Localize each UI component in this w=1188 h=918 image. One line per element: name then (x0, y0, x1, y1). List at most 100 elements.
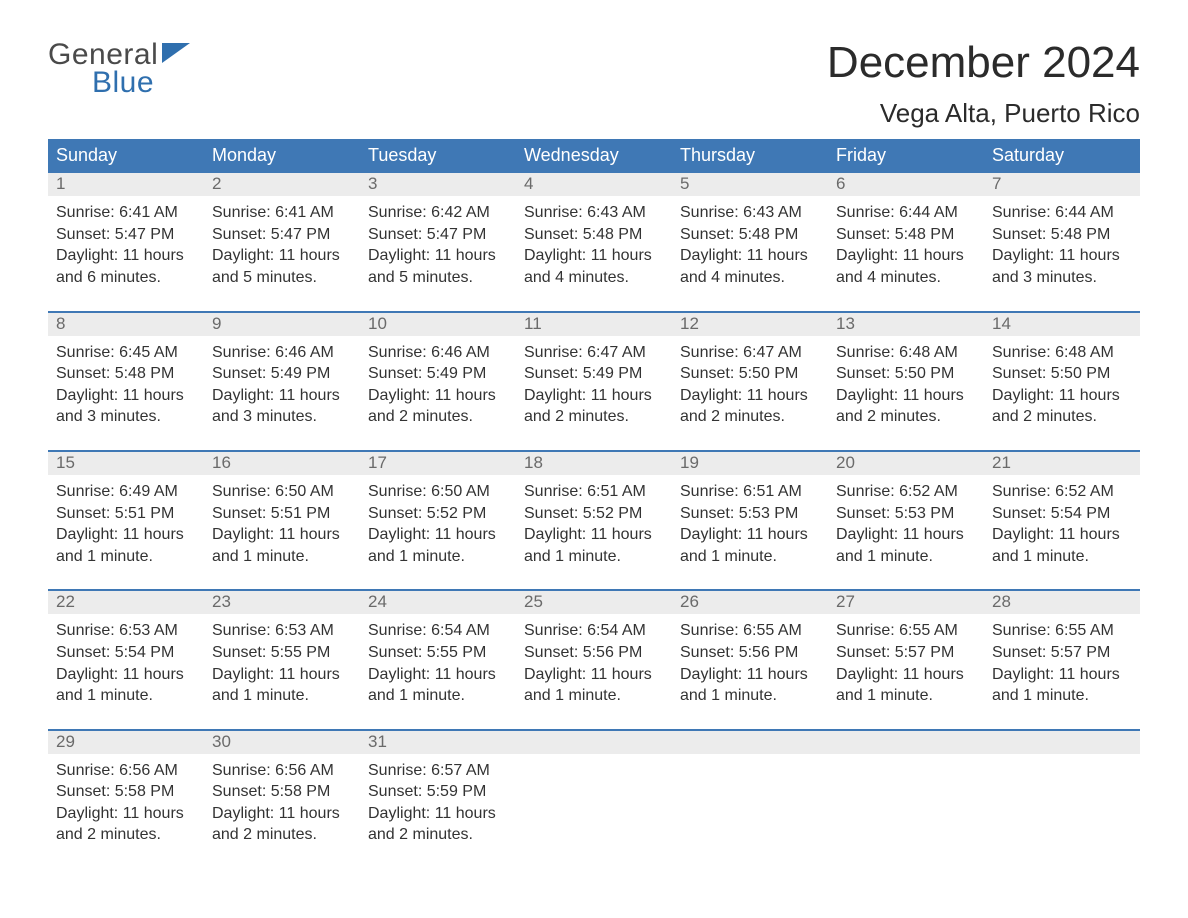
daylight-line2: and 5 minutes. (368, 267, 508, 289)
week-body-row: Sunrise: 6:56 AMSunset: 5:58 PMDaylight:… (48, 754, 1140, 854)
daylight-line2: and 2 minutes. (836, 406, 976, 428)
daylight-line2: and 2 minutes. (524, 406, 664, 428)
day-cell: Sunrise: 6:41 AMSunset: 5:47 PMDaylight:… (48, 196, 204, 296)
sunset-text: Sunset: 5:48 PM (836, 224, 976, 246)
day-number: 31 (360, 731, 516, 754)
day-cell: Sunrise: 6:46 AMSunset: 5:49 PMDaylight:… (204, 336, 360, 436)
day-cell: Sunrise: 6:52 AMSunset: 5:53 PMDaylight:… (828, 475, 984, 575)
day-cell: Sunrise: 6:56 AMSunset: 5:58 PMDaylight:… (48, 754, 204, 854)
day-cell: Sunrise: 6:41 AMSunset: 5:47 PMDaylight:… (204, 196, 360, 296)
day-cell: Sunrise: 6:43 AMSunset: 5:48 PMDaylight:… (516, 196, 672, 296)
location-label: Vega Alta, Puerto Rico (827, 98, 1140, 129)
sunset-text: Sunset: 5:53 PM (836, 503, 976, 525)
daylight-line1: Daylight: 11 hours (56, 245, 196, 267)
sunset-text: Sunset: 5:57 PM (836, 642, 976, 664)
day-cell: Sunrise: 6:44 AMSunset: 5:48 PMDaylight:… (828, 196, 984, 296)
sunrise-text: Sunrise: 6:57 AM (368, 760, 508, 782)
day-cell: Sunrise: 6:51 AMSunset: 5:52 PMDaylight:… (516, 475, 672, 575)
brand-logo: General Blue (48, 40, 190, 98)
daylight-line1: Daylight: 11 hours (56, 524, 196, 546)
daylight-line2: and 1 minute. (680, 546, 820, 568)
sunrise-text: Sunrise: 6:51 AM (524, 481, 664, 503)
day-cell: Sunrise: 6:55 AMSunset: 5:56 PMDaylight:… (672, 614, 828, 714)
sunset-text: Sunset: 5:49 PM (368, 363, 508, 385)
sunrise-text: Sunrise: 6:48 AM (836, 342, 976, 364)
dayname-wednesday: Wednesday (516, 139, 672, 173)
day-number: 6 (828, 173, 984, 196)
sunrise-text: Sunrise: 6:54 AM (368, 620, 508, 642)
sunset-text: Sunset: 5:49 PM (524, 363, 664, 385)
day-number (672, 731, 828, 754)
sunset-text: Sunset: 5:55 PM (212, 642, 352, 664)
daylight-line2: and 1 minute. (992, 685, 1132, 707)
daylight-line2: and 1 minute. (992, 546, 1132, 568)
daylight-line1: Daylight: 11 hours (992, 245, 1132, 267)
daylight-line2: and 2 minutes. (368, 824, 508, 846)
week-body-row: Sunrise: 6:53 AMSunset: 5:54 PMDaylight:… (48, 614, 1140, 714)
sunrise-text: Sunrise: 6:56 AM (212, 760, 352, 782)
calendar-header-row: Sunday Monday Tuesday Wednesday Thursday… (48, 139, 1140, 173)
dayname-monday: Monday (204, 139, 360, 173)
daylight-line2: and 1 minute. (368, 546, 508, 568)
day-cell: Sunrise: 6:53 AMSunset: 5:54 PMDaylight:… (48, 614, 204, 714)
dayname-friday: Friday (828, 139, 984, 173)
day-cell: Sunrise: 6:50 AMSunset: 5:51 PMDaylight:… (204, 475, 360, 575)
weeks-container: 1234567Sunrise: 6:41 AMSunset: 5:47 PMDa… (48, 173, 1140, 854)
day-cell: Sunrise: 6:54 AMSunset: 5:56 PMDaylight:… (516, 614, 672, 714)
sunset-text: Sunset: 5:58 PM (212, 781, 352, 803)
day-cell: Sunrise: 6:45 AMSunset: 5:48 PMDaylight:… (48, 336, 204, 436)
day-cell (516, 754, 672, 854)
day-number: 19 (672, 452, 828, 475)
day-cell: Sunrise: 6:43 AMSunset: 5:48 PMDaylight:… (672, 196, 828, 296)
calendar-week: 1234567Sunrise: 6:41 AMSunset: 5:47 PMDa… (48, 173, 1140, 296)
calendar-week: 15161718192021Sunrise: 6:49 AMSunset: 5:… (48, 450, 1140, 575)
calendar-week: 22232425262728Sunrise: 6:53 AMSunset: 5:… (48, 589, 1140, 714)
day-number: 23 (204, 591, 360, 614)
day-number: 10 (360, 313, 516, 336)
sunset-text: Sunset: 5:47 PM (212, 224, 352, 246)
daylight-line2: and 6 minutes. (56, 267, 196, 289)
daylight-line1: Daylight: 11 hours (836, 664, 976, 686)
dayname-thursday: Thursday (672, 139, 828, 173)
daylight-line2: and 3 minutes. (56, 406, 196, 428)
sunrise-text: Sunrise: 6:55 AM (836, 620, 976, 642)
day-number: 7 (984, 173, 1140, 196)
day-number: 8 (48, 313, 204, 336)
daylight-line1: Daylight: 11 hours (680, 524, 820, 546)
dayname-sunday: Sunday (48, 139, 204, 173)
sunrise-text: Sunrise: 6:49 AM (56, 481, 196, 503)
daylight-line2: and 2 minutes. (368, 406, 508, 428)
sunrise-text: Sunrise: 6:51 AM (680, 481, 820, 503)
daylight-line1: Daylight: 11 hours (992, 664, 1132, 686)
day-cell (828, 754, 984, 854)
sunset-text: Sunset: 5:50 PM (836, 363, 976, 385)
week-body-row: Sunrise: 6:45 AMSunset: 5:48 PMDaylight:… (48, 336, 1140, 436)
daylight-line2: and 1 minute. (524, 685, 664, 707)
daylight-line2: and 2 minutes. (56, 824, 196, 846)
sunset-text: Sunset: 5:48 PM (56, 363, 196, 385)
sunrise-text: Sunrise: 6:50 AM (212, 481, 352, 503)
day-number: 9 (204, 313, 360, 336)
week-daynum-row: 891011121314 (48, 313, 1140, 336)
day-number: 11 (516, 313, 672, 336)
sunrise-text: Sunrise: 6:48 AM (992, 342, 1132, 364)
daylight-line1: Daylight: 11 hours (212, 524, 352, 546)
sunset-text: Sunset: 5:47 PM (56, 224, 196, 246)
daylight-line1: Daylight: 11 hours (368, 524, 508, 546)
sunrise-text: Sunrise: 6:53 AM (212, 620, 352, 642)
daylight-line2: and 1 minute. (368, 685, 508, 707)
day-number: 1 (48, 173, 204, 196)
sunset-text: Sunset: 5:54 PM (992, 503, 1132, 525)
sunrise-text: Sunrise: 6:45 AM (56, 342, 196, 364)
week-body-row: Sunrise: 6:49 AMSunset: 5:51 PMDaylight:… (48, 475, 1140, 575)
day-cell: Sunrise: 6:47 AMSunset: 5:49 PMDaylight:… (516, 336, 672, 436)
sunrise-text: Sunrise: 6:52 AM (836, 481, 976, 503)
day-number: 2 (204, 173, 360, 196)
day-number: 17 (360, 452, 516, 475)
day-number (516, 731, 672, 754)
day-number: 24 (360, 591, 516, 614)
day-cell: Sunrise: 6:53 AMSunset: 5:55 PMDaylight:… (204, 614, 360, 714)
daylight-line1: Daylight: 11 hours (680, 245, 820, 267)
daylight-line1: Daylight: 11 hours (680, 664, 820, 686)
sunrise-text: Sunrise: 6:43 AM (680, 202, 820, 224)
